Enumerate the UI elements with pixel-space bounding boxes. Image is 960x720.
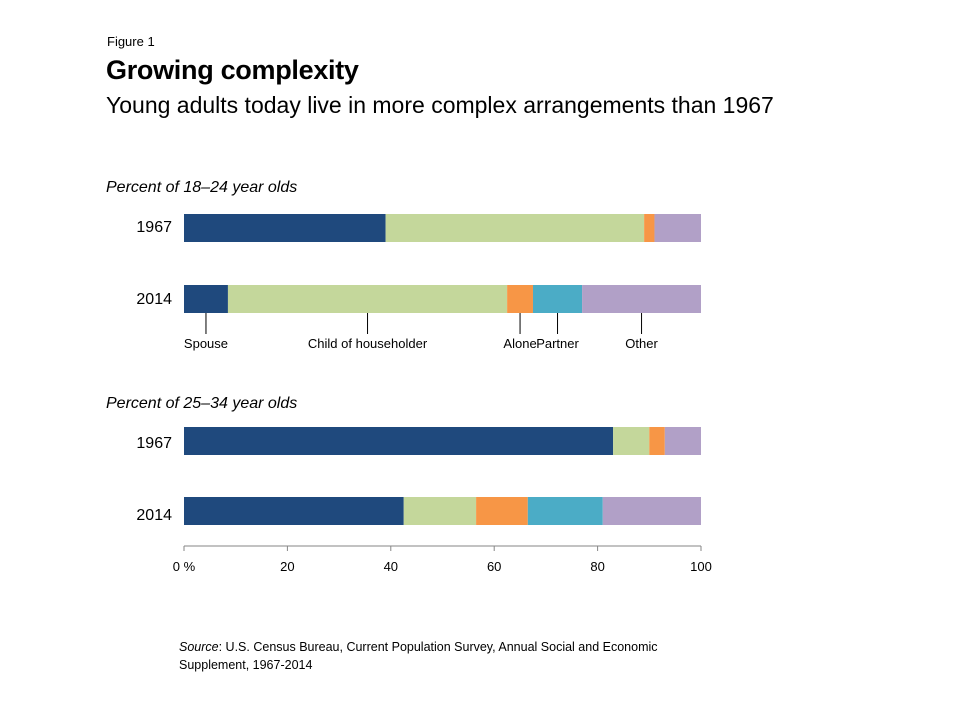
chart-title: Growing complexity <box>106 55 359 85</box>
bar-segment-p2-1967-alone <box>649 427 665 455</box>
bar-segment-p1-2014-partner <box>532 285 583 313</box>
x-tick-label-40: 40 <box>384 559 398 574</box>
chart-subtitle: Young adults today live in more complex … <box>106 92 774 118</box>
bar-segment-p2-2014-other <box>602 497 701 525</box>
row-label-18-24-1967: 1967 <box>136 219 172 236</box>
panel-title-25-34: Percent of 25–34 year olds <box>106 395 298 412</box>
bar-segment-p1-2014-child-of-householder <box>227 285 508 313</box>
bar-segment-p2-2014-child-of-householder <box>403 497 477 525</box>
callout-label-alone: Alone <box>503 336 536 351</box>
panel-title-18-24: Percent of 18–24 year olds <box>106 179 298 196</box>
callout-label-child-of-householder: Child of householder <box>308 336 428 351</box>
row-label-25-34-2014: 2014 <box>136 507 172 524</box>
bar-segment-p1-2014-other <box>582 285 701 313</box>
bar-segment-p2-2014-alone <box>476 497 528 525</box>
bar-segment-p1-1967-child-of-householder <box>385 214 645 242</box>
source-note: Source: U.S. Census Bureau, Current Popu… <box>179 638 719 674</box>
callout-label-spouse: Spouse <box>184 336 228 351</box>
callout-label-partner: Partner <box>536 336 579 351</box>
bar-segment-p2-1967-other <box>664 427 701 455</box>
bar-segment-p2-1967-spouse <box>184 427 614 455</box>
bar-segment-p2-1967-child-of-householder <box>613 427 650 455</box>
x-tick-label-20: 20 <box>280 559 294 574</box>
bar-segment-p1-1967-spouse <box>184 214 386 242</box>
x-tick-label-60: 60 <box>487 559 501 574</box>
callout-label-other: Other <box>625 336 658 351</box>
row-label-18-24-2014: 2014 <box>136 291 172 308</box>
source-prefix: Source <box>179 640 219 654</box>
row-label-25-34-1967: 1967 <box>136 435 172 452</box>
x-tick-label-100: 100 <box>690 559 712 574</box>
figure-number: Figure 1 <box>107 34 155 49</box>
bar-segment-p1-1967-alone <box>644 214 655 242</box>
bar-segment-p2-2014-spouse <box>184 497 404 525</box>
bar-segment-p1-2014-alone <box>507 285 533 313</box>
bar-segment-p2-2014-partner <box>527 497 603 525</box>
bar-segment-p1-1967-other <box>654 214 701 242</box>
x-tick-label-80: 80 <box>590 559 604 574</box>
x-tick-label-0: 0 % <box>173 559 196 574</box>
bar-segment-p1-2014-spouse <box>184 285 228 313</box>
source-text: : U.S. Census Bureau, Current Population… <box>179 640 658 672</box>
